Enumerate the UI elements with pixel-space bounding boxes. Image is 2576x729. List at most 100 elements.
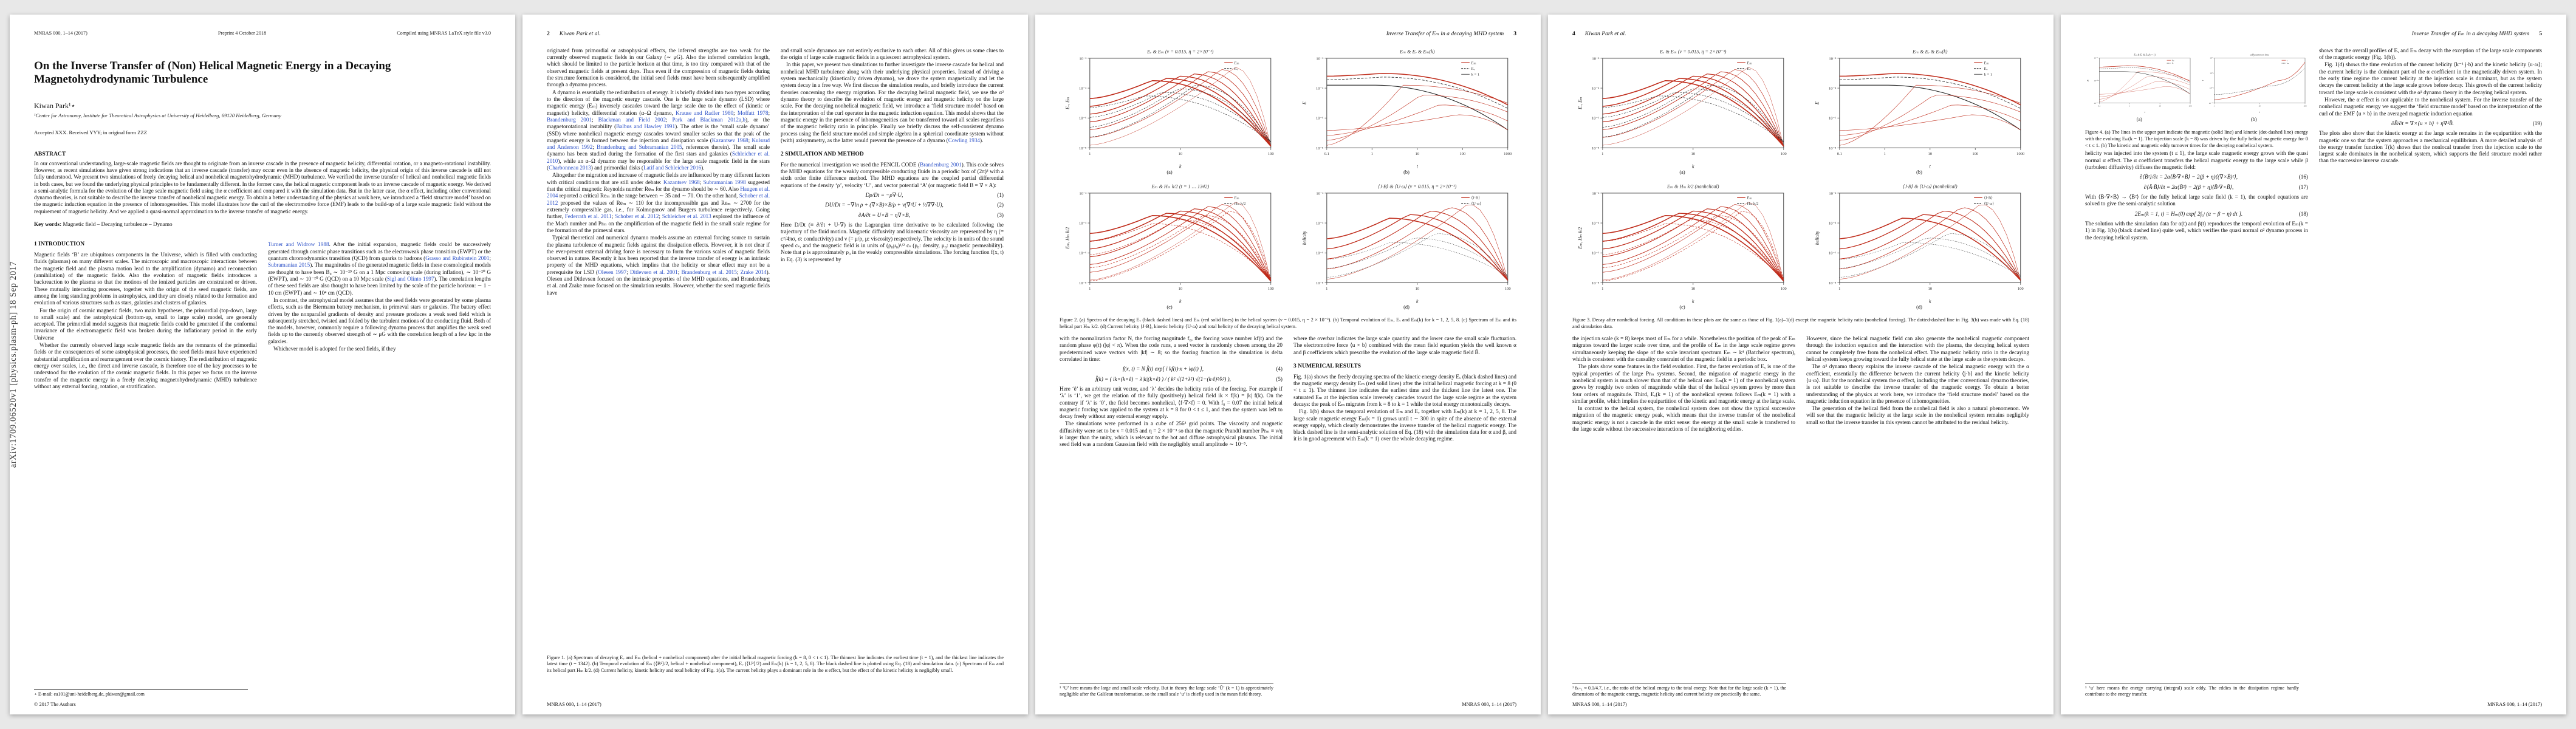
svg-text:Eₘ: Eₘ xyxy=(1471,61,1476,65)
citation-link[interactable]: Latif and Schleicher 2016 xyxy=(643,165,702,171)
citation-link[interactable]: Moffatt 1978 xyxy=(737,109,769,116)
svg-text:10⁻⁶: 10⁻⁶ xyxy=(1079,252,1086,256)
page-footer: MNRAS 000, 1–14 (2017) xyxy=(2487,701,2542,707)
citation-link[interactable]: Kulsrud and Anderson 1992 xyxy=(547,137,770,151)
svg-text:t: t xyxy=(1930,163,1931,169)
evolution-plot: Eₘ & Eᵥ & Eₘ(k) t E 0.1 1 10 100 1000 10⁻⁸ 10⁻⁶ 10… xyxy=(1297,45,1516,169)
citation-link[interactable]: Subramanian 1998 xyxy=(703,179,746,185)
running-title: Inverse Transfer of Eₘ in a decaying MHD… xyxy=(2411,30,2530,37)
paragraph: Typical theoretical and numerical dynamo… xyxy=(547,234,770,296)
svg-text:k: k xyxy=(1416,298,1419,304)
citation-link[interactable]: Charbonneau 2013 xyxy=(549,165,591,171)
section-heading-simulation: 2 SIMULATION AND METHOD xyxy=(781,151,864,158)
paragraph: Magnetic fields ‘B’ are ubiquitous compo… xyxy=(34,252,257,306)
paragraph: originated from primordial or astrophysi… xyxy=(547,47,770,88)
citation-link[interactable]: Schleicher et al. 2010 xyxy=(547,151,770,164)
citation-link[interactable]: Brandenburg 2001 xyxy=(547,116,592,123)
citation-link[interactable]: Cowling 1934 xyxy=(948,137,981,143)
equation-2: DU/Dt = −∇ln ρ + (∇×B)×B/ρ + ν(∇²U + ⅓∇∇… xyxy=(781,202,1004,208)
citation-link[interactable]: Turner and Widrow 1988 xyxy=(268,241,329,248)
svg-text:100: 100 xyxy=(1972,152,1979,156)
citation-link[interactable]: Schober et al. 2012 xyxy=(615,213,659,220)
two-column-body: with the normalization factor N, the for… xyxy=(1060,335,1516,676)
citation-link[interactable]: Ditlevsen et al. 2001 xyxy=(629,269,678,275)
svg-text:k: k xyxy=(1179,163,1182,169)
svg-text:10⁻⁴: 10⁻⁴ xyxy=(1592,222,1600,226)
citation-link[interactable]: Brandenburg and Subramanian 2005 xyxy=(597,144,682,151)
author-affiliation: ¹Center for Astronomy, Institute for The… xyxy=(34,112,281,118)
evolution-plot: Eₘ & Eᵥ & Eₘ(k = 1) t E 0.1 1 10 100 10⁻⁶ 10⁻⁴ 10… xyxy=(2085,49,2194,117)
citation-link[interactable]: Zrake 2014 xyxy=(740,269,767,275)
svg-text:10⁻⁸: 10⁻⁸ xyxy=(1316,281,1324,286)
footnote: ² fₖ₌₁ ≈ 0.1/4.7, i.e., the ratio of the… xyxy=(1572,682,1786,697)
citation-link[interactable]: Park and Blackman 2012a xyxy=(672,116,742,123)
equation-number: (1) xyxy=(997,192,1004,199)
equation-16: ∂⟨B̄²⟩/∂t = 2α⟨B̄·∇×B̄⟩ − 2(β + η)⟨(∇×B̄… xyxy=(2085,174,2308,180)
citation-link[interactable]: Schleicher et al. 2013 xyxy=(662,213,711,220)
svg-text:0.1: 0.1 xyxy=(1837,152,1842,156)
equation-number: (3) xyxy=(997,211,1004,218)
citation-link[interactable]: Subramanian 2015 xyxy=(268,262,310,269)
svg-text:helicity: helicity xyxy=(1815,231,1820,245)
svg-text:10: 10 xyxy=(1691,287,1695,291)
citation-link[interactable]: Olesen 1997 xyxy=(598,269,627,275)
citation-link[interactable]: Brandenburg et al. 2015 xyxy=(681,269,737,275)
panel-label: (b) xyxy=(1916,169,1922,175)
citation-link[interactable]: Grasso and Rubinstein 2001 xyxy=(425,255,490,261)
panel-label: (b) xyxy=(1403,169,1410,175)
helical-spectrum-plot: Eₘ & Hₘ k/2 (nonhelical) k Eₘ, Hₘ k/2 1 10 10… xyxy=(1572,180,1792,304)
svg-text:100: 100 xyxy=(2018,287,2024,291)
citation-link[interactable]: Blackman and Field 2002 xyxy=(598,116,666,123)
panel-label: (c) xyxy=(1679,304,1685,310)
svg-text:10⁻²: 10⁻² xyxy=(1829,56,1836,61)
svg-text:Eₘ: Eₘ xyxy=(1984,61,1989,65)
citation-link[interactable]: Schober et al. 2012 xyxy=(547,193,770,206)
svg-text:10: 10 xyxy=(1691,152,1695,156)
citation-link[interactable]: Federrath et al. 2011 xyxy=(564,213,612,220)
page-number: 4 xyxy=(1572,30,1575,37)
citation-link[interactable]: Sigl and Olinto 1997 xyxy=(386,275,434,282)
helicity-plot: ⟨J·B⟩ & ⟨U·ω⟩ (nonhelical) k helicity 1 10 10… xyxy=(1809,180,2029,304)
citation-link[interactable]: Kazantsev 1968 xyxy=(663,179,700,185)
svg-text:100: 100 xyxy=(1268,152,1275,156)
page-5: Inverse Transfer of Eₘ in a decaying MHD… xyxy=(2061,15,2566,714)
figure-panel-c: Eₘ & Hₘ k/2 (nonhelical) k Eₘ, Hₘ k/2 1 10 10… xyxy=(1572,180,1792,313)
citation-link[interactable]: Kazantsev 1968 xyxy=(711,137,748,143)
running-header: Inverse Transfer of Eₘ in a decaying MHD… xyxy=(1060,30,1516,38)
svg-text:k: k xyxy=(1179,298,1182,304)
figure-1-caption: Figure 1. (a) Spectrum of decaying Eᵥ an… xyxy=(547,654,1004,674)
equation-number: (16) xyxy=(2298,174,2308,180)
citation-link[interactable]: Haugen et al. 2004 xyxy=(547,186,770,199)
svg-text:10⁻²: 10⁻² xyxy=(2094,57,2098,60)
svg-text:1: 1 xyxy=(1089,287,1091,291)
svg-text:Hₘ k/2: Hₘ k/2 xyxy=(1235,202,1246,206)
svg-text:⟨J·B⟩: ⟨J·B⟩ xyxy=(1984,196,1993,200)
svg-text:10⁻⁶: 10⁻⁶ xyxy=(1079,117,1086,121)
citation-link[interactable]: Balbus and Hawley 1991 xyxy=(616,123,676,130)
svg-text:10⁻⁸: 10⁻⁸ xyxy=(1316,146,1324,151)
paragraph: For the numerical investigation we used … xyxy=(781,161,1004,188)
svg-text:Eₘ, Hₘ k/2: Eₘ, Hₘ k/2 xyxy=(1578,227,1583,250)
panel-label: (a) xyxy=(1679,169,1685,175)
svg-text:Eᵥ, Eₘ: Eᵥ, Eₘ xyxy=(1065,97,1070,110)
svg-text:10⁻⁸: 10⁻⁸ xyxy=(1829,281,1837,286)
page-4: 4 Kiwan Park et al. Eᵥ & Eₘ (ν = 0.015, η… xyxy=(1548,15,2054,714)
svg-text:⟨U·ω⟩: ⟨U·ω⟩ xyxy=(1984,202,1994,206)
equation-number: (2) xyxy=(997,202,1004,208)
paragraph: with the normalization factor N, the for… xyxy=(1060,335,1283,362)
equation-body: f̂(k) = ( ik×(k×ê) − λ|k|(k×ê) ) / ( k² … xyxy=(1095,375,1231,382)
citation-link[interactable]: Krause and Radler 1980 xyxy=(676,109,734,116)
svg-text:k = 1: k = 1 xyxy=(1471,72,1480,77)
equation-number: (5) xyxy=(1276,375,1283,382)
svg-text:Eₘ & Eᵥ & Eₘ(k): Eₘ & Eᵥ & Eₘ(k) xyxy=(1912,49,1948,54)
column-right: where the overbar indicates the large sc… xyxy=(1293,335,1516,676)
svg-text:t: t xyxy=(1417,163,1419,169)
citation-link[interactable]: b xyxy=(742,116,745,123)
page-footer: MNRAS 000, 1–14 (2017) xyxy=(547,701,601,707)
equation-1: Dρ/Dt = −ρ∇·U, (1) xyxy=(781,192,1004,199)
svg-text:10⁻¹: 10⁻¹ xyxy=(2208,102,2212,104)
column-right: and small scale dynamos are not entirely… xyxy=(781,47,1004,651)
citation-link[interactable]: Brandenburg 2001 xyxy=(920,161,962,168)
svg-text:Eₘ: Eₘ xyxy=(2172,59,2174,61)
